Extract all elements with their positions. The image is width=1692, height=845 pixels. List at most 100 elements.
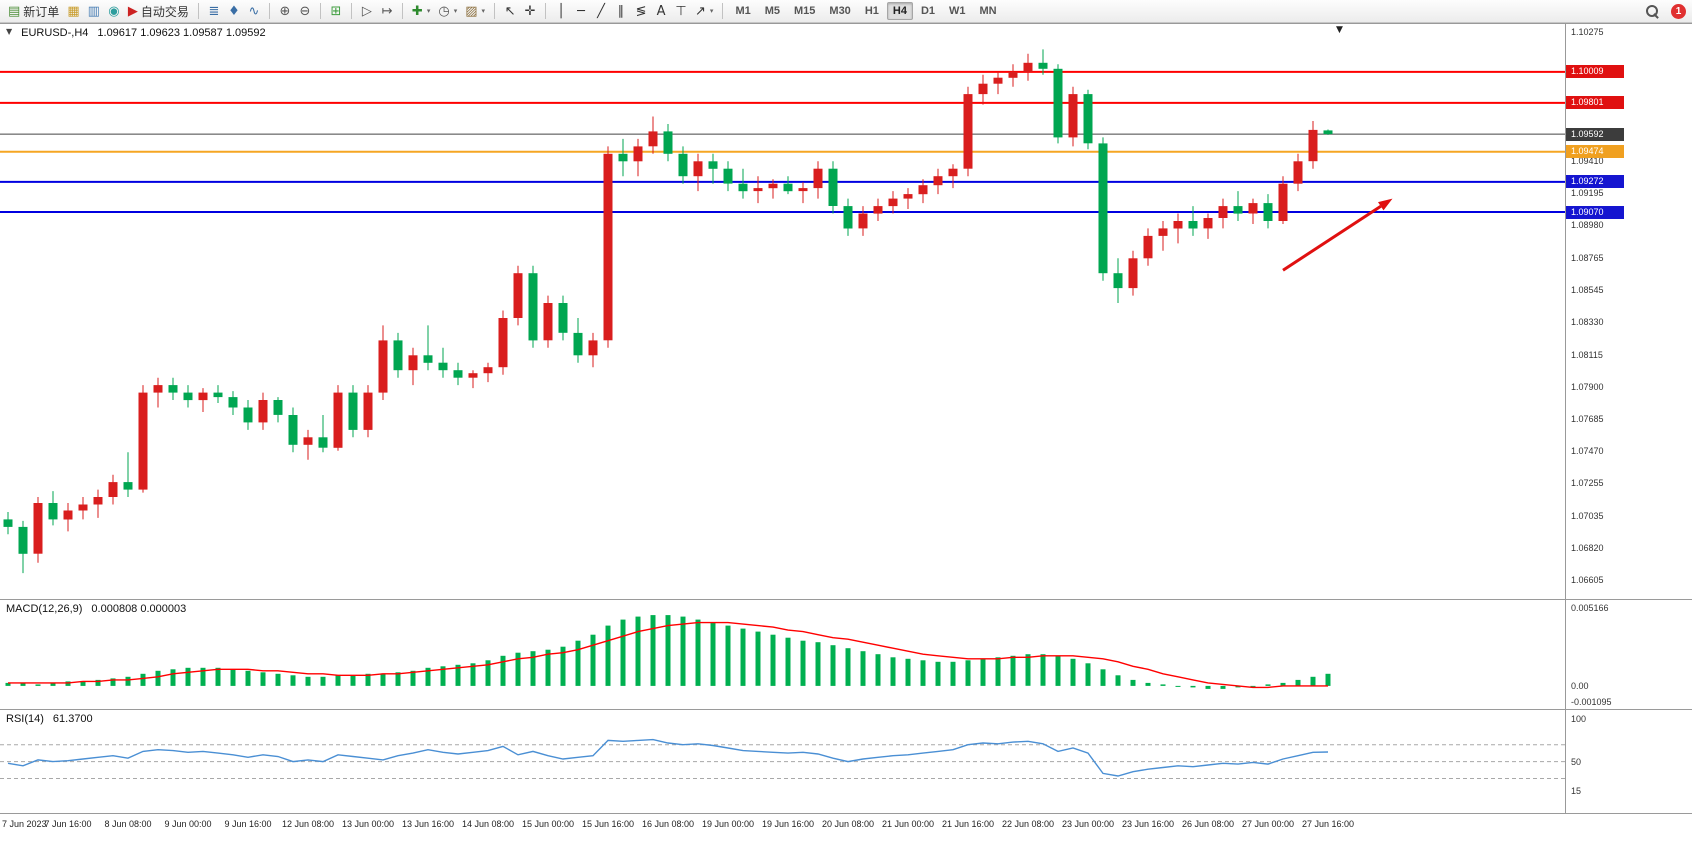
time-axis-label: 9 Jun 00:00 (164, 819, 212, 829)
time-axis-label: 21 Jun 16:00 (941, 819, 995, 829)
timeframe-h1[interactable]: H1 (864, 5, 879, 17)
toolbar-group: ⊞ (326, 1, 346, 21)
bar-chart-icon[interactable]: ≣ (208, 3, 220, 19)
toolbar-separator (268, 3, 270, 19)
toolbar-group: ↖ ✛ (500, 1, 540, 21)
toolbar-separator (197, 3, 199, 19)
time-axis[interactable]: 7 Jun 2023 7 Jun 16:00 8 Jun 08:00 9 Jun 00… (0, 814, 1692, 842)
time-axis-label: 23 Jun 16:00 (1121, 819, 1175, 829)
macd-axis-label: 0.005166 (1571, 603, 1609, 614)
dropdown-caret-icon[interactable]: ▾ (426, 7, 431, 15)
channel-icon[interactable]: ∥ (617, 3, 625, 19)
market-depth-icon[interactable]: ▥ (87, 3, 100, 19)
time-axis-label: 8 Jun 08:00 (104, 819, 152, 829)
price-tag: 1.09070 (1566, 205, 1624, 219)
price-tag: 1.09474 (1566, 145, 1624, 159)
timeframe-m5[interactable]: M5 (764, 5, 780, 17)
price-axis-label: 1.08330 (1571, 317, 1604, 328)
price-pane[interactable]: ▼ EURUSD-,H4 1.09617 1.09623 1.09587 1.0… (0, 24, 1692, 600)
chart-shift-icon[interactable]: ↦ (381, 3, 393, 19)
timeframe-mn[interactable]: MN (979, 5, 997, 17)
fibonacci-icon[interactable]: ≶ (635, 3, 647, 19)
rsi-pane[interactable]: RSI(14) 61.3700 100 50 15 (0, 710, 1692, 814)
zoom-out-icon[interactable]: ⊖ (299, 3, 311, 19)
timeframe-d1[interactable]: D1 (920, 5, 935, 17)
time-axis-label: 23 Jun 00:00 (1061, 819, 1115, 829)
price-tag: 1.09272 (1566, 175, 1624, 189)
price-axis-label: 1.07900 (1571, 381, 1604, 392)
toolbar-separator (494, 3, 496, 19)
toolbar-group: ≣ ♦ ∿ (204, 1, 264, 21)
label-icon[interactable]: ⊤ (675, 3, 687, 19)
chart-shift-marker[interactable]: ▼ (1336, 25, 1343, 35)
toolbar-group: ⊕ ⊖ (275, 1, 315, 21)
vertical-line-icon[interactable]: │ (557, 3, 565, 19)
cursor-icon[interactable]: ↖ (504, 3, 516, 19)
time-axis-label: 19 Jun 00:00 (701, 819, 755, 829)
chart-header: ▼ EURUSD-,H4 1.09617 1.09623 1.09587 1.0… (6, 27, 266, 39)
time-axis-label: 19 Jun 16:00 (761, 819, 815, 829)
macd-indicator-values: 0.000808 0.000003 (91, 603, 187, 615)
timeframe-m15[interactable]: M15 (794, 5, 816, 17)
price-axis-label: 1.08980 (1571, 220, 1604, 231)
time-axis-label: 13 Jun 16:00 (401, 819, 455, 829)
price-tag: 1.09592 (1566, 127, 1624, 141)
periods-icon[interactable]: ◷ ▾ (438, 3, 458, 19)
new-order-button[interactable]: ▤ 新订单 (4, 1, 63, 21)
timeframe-m1[interactable]: M1 (735, 5, 751, 17)
tile-windows-icon[interactable]: ⊞ (330, 3, 342, 19)
dropdown-caret-icon[interactable]: ▾ (709, 7, 714, 15)
chart-window: ▼ EURUSD-,H4 1.09617 1.09623 1.09587 1.0… (0, 23, 1692, 845)
community-icon[interactable]: ◉ (108, 3, 120, 19)
rsi-axis-label: 15 (1571, 786, 1582, 797)
trendline-icon[interactable]: ╱ (597, 3, 605, 19)
price-axis-label: 1.10275 (1571, 27, 1604, 38)
zoom-in-icon[interactable]: ⊕ (279, 3, 291, 19)
macd-indicator-label: MACD(12,26,9) (6, 603, 83, 615)
price-axis-label: 1.07255 (1571, 477, 1604, 488)
notification-badge[interactable]: 1 (1671, 3, 1686, 19)
auto-scroll-icon[interactable]: ▷ (361, 3, 372, 19)
text-icon[interactable]: A (656, 3, 666, 19)
time-axis-label: 27 Jun 16:00 (1301, 819, 1355, 829)
dropdown-caret-icon[interactable]: ▾ (453, 7, 458, 15)
chart-collapse-icon[interactable]: ▼ (6, 27, 13, 36)
timeframe-m30[interactable]: M30 (829, 5, 851, 17)
time-axis-label: 20 Jun 08:00 (821, 819, 875, 829)
price-axis-label: 1.06820 (1571, 542, 1604, 553)
new-order-icon: ▤ (8, 3, 21, 19)
rsi-axis-label: 100 (1571, 714, 1587, 725)
dropdown-caret-icon[interactable]: ▾ (481, 7, 486, 15)
indicators-icon[interactable]: ✚ ▾ (411, 3, 431, 19)
horizontal-line-icon[interactable]: ─ (577, 3, 585, 19)
crosshair-icon[interactable]: ✛ (524, 3, 536, 19)
time-axis-label: 14 Jun 08:00 (461, 819, 515, 829)
price-axis-label: 1.07470 (1571, 445, 1604, 456)
price-chart-canvas[interactable] (0, 24, 1565, 600)
macd-chart-canvas[interactable] (0, 600, 1565, 710)
toolbar-button-groups: ▤ 新订单 ▦ ▥ ◉ ▶ 自动交易 ≣ ♦ ∿ ⊕ ⊖ ⊞ ▷ ↦ ✚ ▾ ◷ ▾ ▨ ▾ ↖ ✛ │ ─ ╱ ∥ ≶ A ⊤ ↗ ▾ M1 M… (4, 1, 1004, 21)
time-axis-label: 21 Jun 00:00 (881, 819, 935, 829)
auto-trading-button[interactable]: ▶ 自动交易 (124, 1, 193, 21)
macd-pane[interactable]: MACD(12,26,9) 0.000808 0.000003 0.005166… (0, 600, 1692, 710)
price-axis-label: 1.08545 (1571, 285, 1604, 296)
auto-trading-button-label: 自动交易 (140, 4, 189, 19)
timeframe-w1[interactable]: W1 (949, 5, 966, 17)
price-axis-label: 1.09195 (1571, 188, 1604, 199)
rsi-header: RSI(14) 61.3700 (6, 713, 93, 725)
chart-window-icon[interactable]: ▦ (67, 3, 80, 19)
shapes-icon[interactable]: ↗ ▾ (695, 3, 714, 19)
search-icon[interactable] (1646, 4, 1659, 18)
time-axis-label: 9 Jun 16:00 (224, 819, 272, 829)
candlestick-chart-icon[interactable]: ♦ (228, 3, 240, 19)
toolbar-separator (401, 3, 403, 19)
time-axis-label: 16 Jun 08:00 (641, 819, 695, 829)
line-chart-icon[interactable]: ∿ (248, 3, 260, 19)
rsi-indicator-value: 61.3700 (52, 713, 93, 725)
time-axis-label: 27 Jun 00:00 (1241, 819, 1295, 829)
auto-trading-icon: ▶ (127, 3, 138, 19)
templates-icon[interactable]: ▨ ▾ (465, 3, 486, 19)
chart-ohlc-values: 1.09617 1.09623 1.09587 1.09592 (97, 27, 266, 39)
timeframe-h4[interactable]: H4 (886, 2, 913, 20)
rsi-chart-canvas[interactable] (0, 710, 1565, 814)
